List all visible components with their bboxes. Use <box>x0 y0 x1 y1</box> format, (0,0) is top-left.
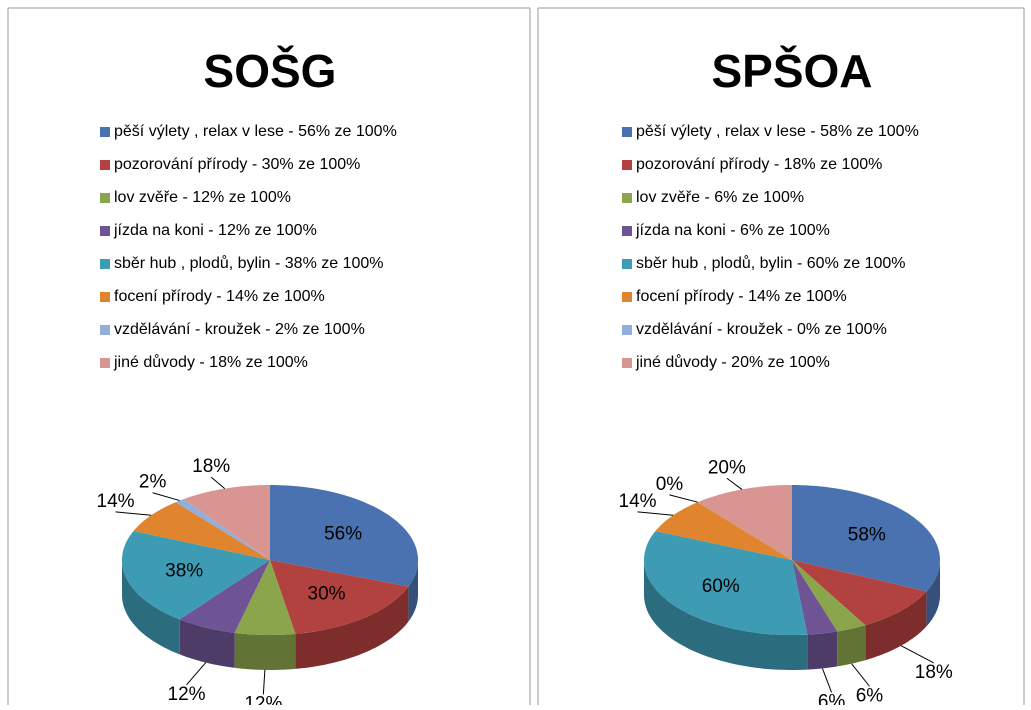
leader-line <box>186 662 207 686</box>
leader-line <box>900 645 935 664</box>
pie-slice <box>792 560 866 632</box>
legend-label: jízda na koni - 12% ze 100% <box>113 222 317 239</box>
legend-swatch <box>100 127 110 137</box>
pie-side <box>295 586 409 669</box>
data-label: 56% <box>324 523 362 544</box>
pie-side <box>807 631 838 670</box>
data-label: 6% <box>818 691 846 705</box>
legend-label: focení přírody - 14% ze 100% <box>636 288 847 305</box>
legend-label: pěší výlety , relax v lese - 56% ze 100% <box>114 123 397 140</box>
leader-line <box>152 492 180 502</box>
leader-line <box>115 511 152 516</box>
leader-line <box>210 476 226 489</box>
chart-title: SOŠG <box>204 45 337 97</box>
pie-slice <box>122 531 270 620</box>
legend-label: jízda na koni - 6% ze 100% <box>635 222 830 239</box>
leader-line <box>821 668 833 693</box>
legend-swatch <box>100 193 110 203</box>
leader-line <box>669 494 698 503</box>
legend-label: pozorování přírody - 18% ze 100% <box>636 156 882 173</box>
legend-swatch <box>622 226 632 236</box>
data-label: 18% <box>192 456 230 477</box>
legend-swatch <box>622 160 632 170</box>
legend-label: vzdělávání - kroužek - 0% ze 100% <box>636 321 887 338</box>
pie-slice <box>175 499 270 560</box>
data-label: 14% <box>97 491 135 512</box>
legend-label: jiné důvody - 20% ze 100% <box>635 353 830 371</box>
pie-side <box>179 619 235 668</box>
leader-line <box>262 669 266 695</box>
legend-swatch <box>622 127 632 137</box>
data-label: 20% <box>708 457 746 478</box>
legend-label: focení přírody - 14% ze 100% <box>114 288 325 305</box>
leader-line <box>851 663 870 687</box>
pie-slice <box>792 485 940 592</box>
data-label: 12% <box>168 684 206 705</box>
pie-side <box>408 560 418 622</box>
legend-label: lov zvěře - 6% ze 100% <box>636 189 804 206</box>
pie-slice <box>644 531 808 635</box>
pie-side <box>122 560 180 655</box>
pie-slice <box>179 560 270 633</box>
legend-label: vzdělávání - kroužek - 2% ze 100% <box>114 321 365 338</box>
pie-slice <box>697 485 792 560</box>
legend-swatch <box>622 259 632 269</box>
legend-label: jiné důvody - 18% ze 100% <box>113 353 308 371</box>
pie-slice <box>183 485 270 560</box>
legend-swatch <box>100 226 110 236</box>
pie-slice <box>792 560 838 635</box>
legend-swatch <box>622 325 632 335</box>
data-label: 6% <box>856 685 884 705</box>
pie-slice <box>234 560 296 635</box>
data-label: 38% <box>165 561 203 582</box>
legend-swatch <box>622 292 632 302</box>
legend-label: sběr hub , plodů, bylin - 38% ze 100% <box>114 254 384 272</box>
data-label: 58% <box>848 525 886 546</box>
pie-side <box>865 591 927 661</box>
pie-side <box>234 632 296 670</box>
pie-side <box>644 560 808 670</box>
legend-swatch <box>622 358 632 368</box>
legend-swatch <box>622 193 632 203</box>
legend-swatch <box>100 259 110 269</box>
legend-label: pěší výlety , relax v lese - 58% ze 100% <box>636 123 919 140</box>
pie-slice <box>655 502 792 560</box>
data-label: 18% <box>915 662 953 683</box>
data-label: 30% <box>308 584 346 605</box>
pie-slice <box>270 560 409 634</box>
data-label: 60% <box>702 576 740 597</box>
legend-label: pozorování přírody - 30% ze 100% <box>114 156 360 173</box>
data-label: 14% <box>619 491 657 512</box>
data-label: 0% <box>656 474 684 495</box>
legend-label: sběr hub , plodů, bylin - 60% ze 100% <box>636 254 906 272</box>
legend-label: lov zvěře - 12% ze 100% <box>114 189 291 206</box>
pie-side <box>926 560 940 627</box>
data-label: 12% <box>244 693 282 705</box>
pie-slice <box>133 502 270 560</box>
pie-side <box>837 625 866 667</box>
pie-slice <box>270 485 418 587</box>
legend-swatch <box>100 358 110 368</box>
legend-swatch <box>100 160 110 170</box>
pie-slice <box>792 560 927 626</box>
data-label: 2% <box>139 472 167 493</box>
leader-line <box>637 511 674 516</box>
chart-title: SPŠOA <box>711 45 872 97</box>
legend-swatch <box>100 325 110 335</box>
legend-swatch <box>100 292 110 302</box>
leader-line <box>726 477 743 490</box>
